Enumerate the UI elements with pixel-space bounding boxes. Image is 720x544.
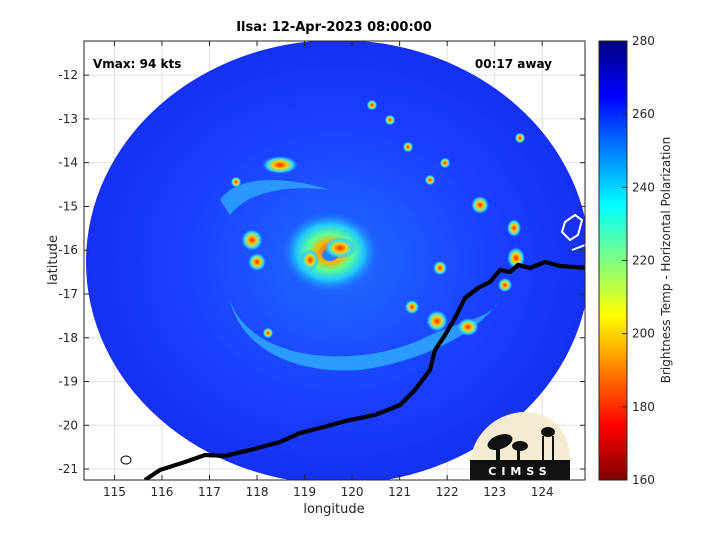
colorbar-tick-label: 180 <box>632 400 655 414</box>
y-tick-label: -18 <box>58 331 78 345</box>
rainband-outer <box>220 180 330 215</box>
y-tick-label: -16 <box>58 243 78 257</box>
convective-cell <box>426 310 448 332</box>
plot-border <box>83 40 586 481</box>
convective-cell <box>301 249 319 271</box>
y-tick-label: -21 <box>58 462 78 476</box>
x-tick-label: 117 <box>198 485 221 499</box>
convective-cell <box>323 237 357 259</box>
convective-cells <box>230 99 526 339</box>
y-tick-label: -20 <box>58 418 78 432</box>
convective-cell <box>366 99 378 111</box>
x-tick-label: 120 <box>341 485 364 499</box>
convective-cell <box>262 156 298 174</box>
x-tick-label: 115 <box>103 485 126 499</box>
convective-cell <box>432 260 448 276</box>
time-offset-annotation: 00:17 away <box>475 57 552 71</box>
x-tick-label: 122 <box>436 485 459 499</box>
colorbar-tick-label: 280 <box>632 34 655 48</box>
colorbar-tick-label: 160 <box>632 473 655 487</box>
x-axis-ticks: 115 116 117 118 119 120 121 122 123 124 <box>103 41 554 499</box>
convective-cell <box>404 299 420 315</box>
convective-cell <box>514 132 526 144</box>
convective-cell <box>507 247 525 269</box>
colorbar-tick-label: 260 <box>632 107 655 121</box>
convective-cell <box>439 157 451 169</box>
convective-cell <box>506 219 522 237</box>
coastline-islands <box>560 213 585 251</box>
x-tick-label: 124 <box>531 485 554 499</box>
y-tick-label: -19 <box>58 375 78 389</box>
x-tick-label: 121 <box>388 485 411 499</box>
y-tick-label: -17 <box>58 287 78 301</box>
colorbar-tick-label: 240 <box>632 180 655 194</box>
x-tick-label: 119 <box>293 485 316 499</box>
x-tick-label: 118 <box>246 485 269 499</box>
colorbar-tick-label: 200 <box>632 327 655 341</box>
chart-title: Ilsa: 12-Apr-2023 08:00:00 <box>236 20 432 35</box>
y-tick-label: -12 <box>58 68 78 82</box>
convective-cell <box>248 253 266 271</box>
logo-text: CIMSS <box>488 465 551 478</box>
y-axis-ticks: -12 -13 -14 -15 -16 -17 -18 -19 -20 -21 <box>58 68 585 476</box>
convective-cell <box>457 318 479 336</box>
y-tick-label: -15 <box>58 199 78 213</box>
x-tick-label: 123 <box>483 485 506 499</box>
convective-cell <box>402 141 414 153</box>
convective-cell <box>471 196 489 214</box>
y-tick-label: -14 <box>58 156 78 170</box>
island <box>120 455 132 465</box>
rainband <box>230 300 500 371</box>
cimss-logo: CIMSS <box>470 412 570 480</box>
convective-cell <box>230 176 242 188</box>
y-axis-label: latitude <box>46 235 61 285</box>
colorbar-tick-label: 220 <box>632 254 655 268</box>
convective-cell <box>424 174 436 186</box>
y-tick-label: -13 <box>58 112 78 126</box>
convective-cell <box>241 229 263 251</box>
convective-cell <box>497 277 513 293</box>
x-tick-label: 116 <box>151 485 174 499</box>
convective-cell <box>262 327 274 339</box>
colorbar-ticks: 160 180 200 220 240 260 280 <box>622 34 655 487</box>
colorbar-label: Brightness Temp - Horizontal Polarizatio… <box>659 137 673 384</box>
x-axis-label: longitude <box>303 502 364 517</box>
brightness-temp-swath <box>86 41 585 480</box>
convective-cell <box>384 114 396 126</box>
vmax-annotation: Vmax: 94 kts <box>93 57 181 71</box>
